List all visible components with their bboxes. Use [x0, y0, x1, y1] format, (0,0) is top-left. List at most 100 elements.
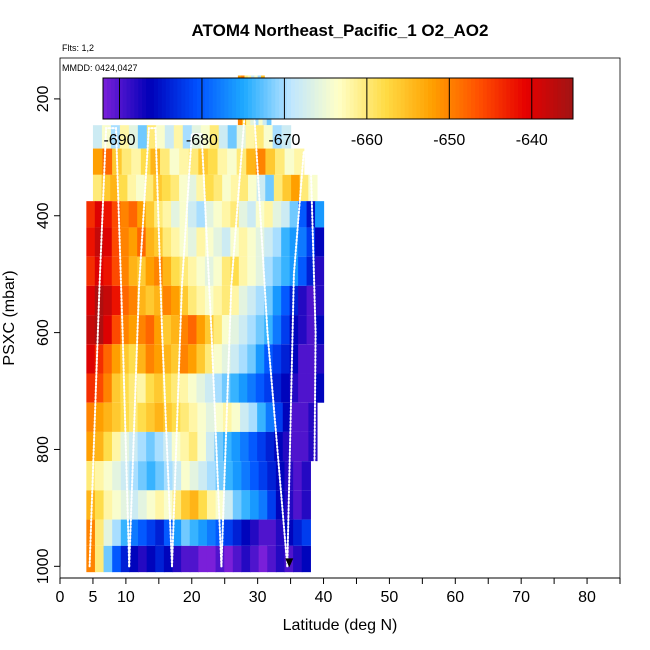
heat-cell: [230, 174, 241, 202]
colorbar-swatch: [435, 78, 441, 119]
heat-cell: [247, 373, 257, 403]
heat-cell: [154, 431, 164, 462]
x-tick-label: 50: [381, 589, 399, 606]
colorbar-swatch: [334, 78, 339, 119]
heat-cell: [181, 545, 191, 573]
colorbar-swatch: [467, 78, 472, 119]
heat-cell: [215, 490, 225, 520]
heat-cell: [179, 227, 189, 257]
heat-cell: [179, 373, 189, 403]
heat-cell: [155, 519, 165, 546]
heat-cell: [248, 402, 258, 432]
heat-cell: [207, 148, 219, 175]
heat-cell: [171, 315, 181, 345]
heat-cell: [308, 402, 318, 432]
heat-cell: [298, 285, 308, 316]
colorbar-swatch: [294, 78, 300, 119]
heat-cell: [284, 519, 294, 546]
heat-cell: [188, 402, 198, 432]
heat-cell: [137, 431, 147, 462]
heat-cell: [146, 125, 157, 149]
colorbar-swatch: [165, 78, 171, 119]
colorbar-swatch: [338, 78, 343, 119]
colorbar-swatch: [240, 78, 245, 119]
colorbar-swatch: [518, 78, 523, 119]
heat-cell: [101, 174, 111, 202]
heat-cell: [232, 490, 243, 520]
heat-cell: [155, 461, 165, 491]
colorbar-swatch: [185, 78, 190, 119]
heat-cell: [213, 373, 223, 403]
colorbar-swatch: [400, 78, 406, 119]
heat-cell: [198, 461, 208, 491]
heat-cell: [101, 125, 112, 149]
colorbar-swatch: [439, 78, 445, 119]
heat-cell: [246, 148, 257, 175]
heat-cell: [238, 344, 248, 374]
heat-cell: [265, 174, 275, 202]
colorbar-swatch: [412, 78, 417, 119]
heat-cell: [250, 461, 260, 491]
heat-cell: [267, 519, 277, 546]
heat-cell: [255, 227, 265, 257]
heat-cell: [275, 148, 286, 175]
colorbar-border: [102, 77, 574, 120]
colorbar-swatch: [361, 78, 366, 119]
heat-cell: [221, 373, 231, 403]
heat-cell: [221, 344, 231, 374]
heat-cell: [155, 490, 165, 520]
colorbar-swatch: [150, 78, 155, 119]
heat-cell: [128, 344, 138, 374]
heat-cell: [150, 148, 161, 175]
heat-cell: [315, 256, 325, 286]
heat-cell: [299, 402, 309, 432]
heat-cell: [224, 519, 234, 546]
heat-cell: [294, 148, 305, 175]
heat-cell: [169, 148, 180, 175]
heat-cell: [301, 461, 311, 491]
heat-cell: [222, 174, 232, 202]
heat-cell: [272, 125, 283, 149]
heat-cell: [103, 490, 113, 520]
profile-trace: [286, 150, 317, 568]
heat-cell: [241, 461, 251, 491]
heat-cell: [264, 201, 274, 228]
heat-cell: [231, 431, 241, 462]
heat-cell: [103, 373, 113, 403]
colorbar-swatch: [318, 78, 323, 119]
colorbar-swatch: [514, 78, 519, 119]
heat-cell: [298, 344, 308, 374]
heat-cell: [94, 315, 104, 345]
heat-cell: [299, 174, 309, 202]
colorbar-swatch: [416, 78, 421, 119]
heat-cell: [170, 174, 180, 202]
colorbar-tick-label: -650: [433, 132, 465, 149]
heat-cell: [171, 285, 181, 316]
heat-cell: [275, 519, 286, 546]
heat-cell: [188, 256, 198, 286]
colorbar-swatch: [455, 78, 460, 119]
heat-cell: [255, 373, 265, 403]
heat-cell: [154, 373, 164, 403]
heat-cell: [230, 373, 240, 403]
heat-cell: [196, 201, 206, 228]
heat-cell: [111, 201, 121, 228]
colorbar-tick-label: -670: [268, 132, 300, 149]
colorbar-swatch: [314, 78, 319, 119]
heat-cell: [103, 545, 113, 573]
heat-cell: [128, 227, 138, 257]
heat-cell: [103, 519, 113, 546]
colorbar-swatch: [118, 78, 124, 119]
colorbar-swatch: [193, 78, 198, 119]
heat-cell: [298, 373, 308, 403]
colorbar-swatch: [298, 78, 304, 119]
heat-cell: [162, 344, 172, 374]
heat-cell: [254, 125, 265, 149]
heat-cell: [111, 285, 121, 316]
heat-cell: [86, 431, 96, 462]
heat-cell: [154, 315, 164, 345]
heat-cell: [213, 344, 223, 374]
heat-cell: [94, 431, 105, 462]
heat-cell: [205, 402, 216, 432]
heat-cell: [196, 315, 206, 345]
